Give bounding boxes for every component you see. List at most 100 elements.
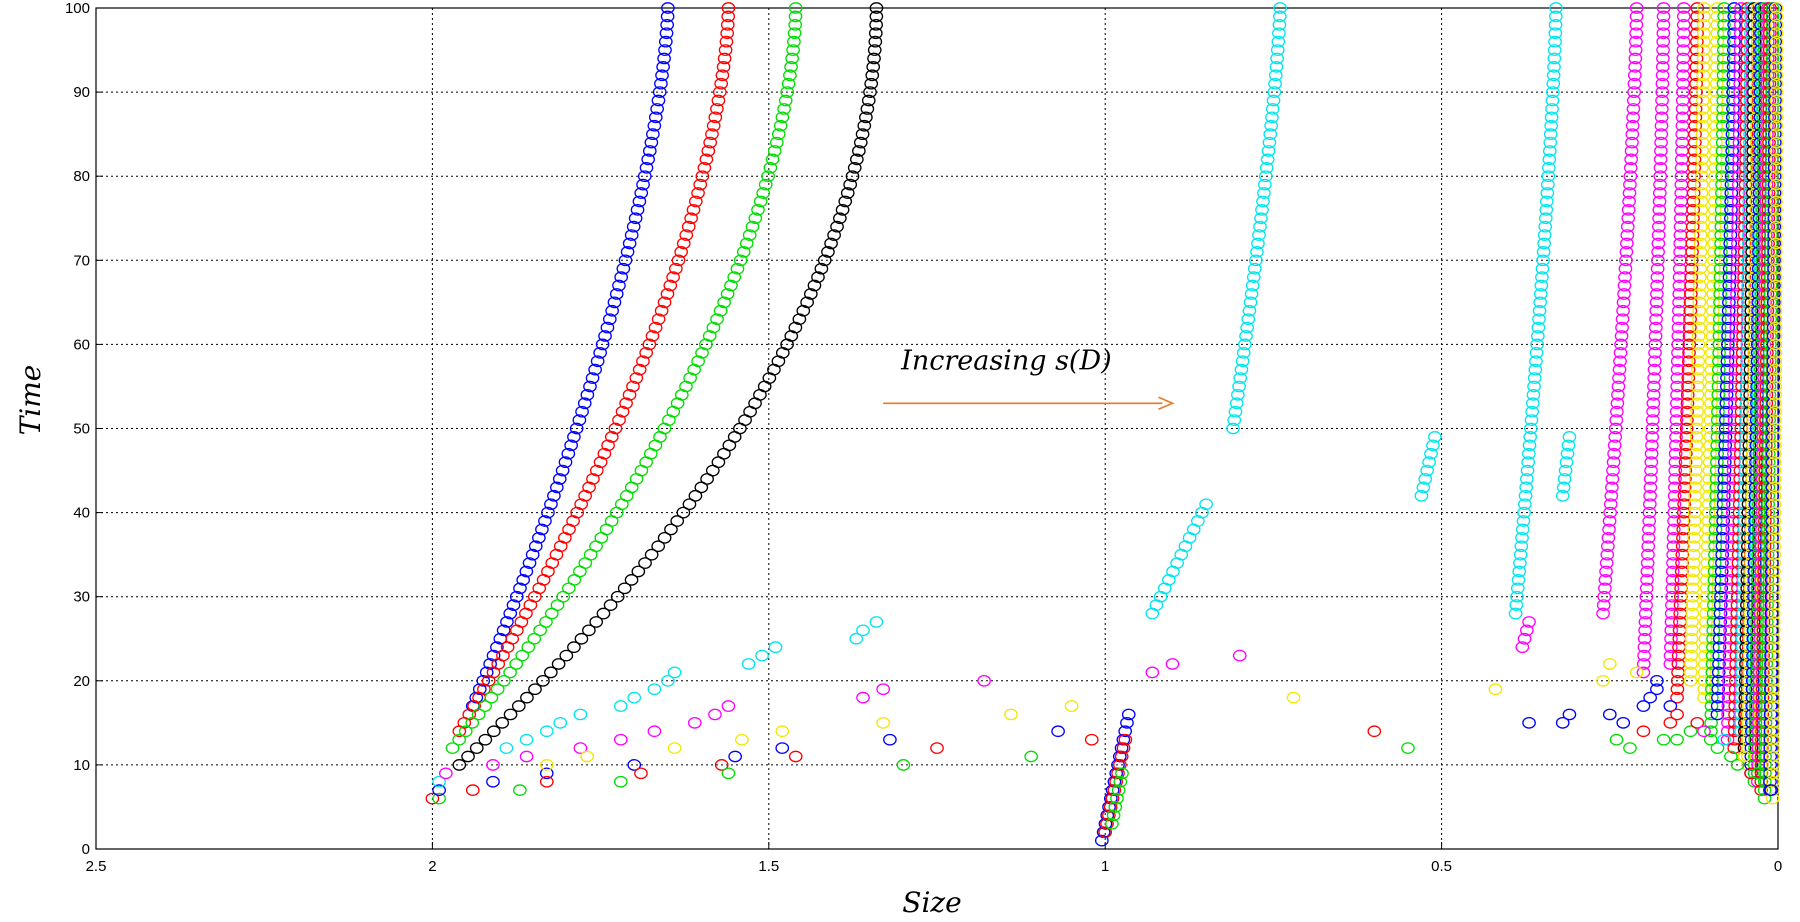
data-point: [1641, 540, 1656, 553]
data-point: [1731, 237, 1745, 250]
data-point: [1737, 725, 1752, 738]
data-point: [833, 212, 847, 225]
data-point: [1689, 69, 1704, 82]
data-point: [1693, 271, 1707, 283]
data-point: [1740, 321, 1755, 334]
data-point: [1116, 742, 1131, 754]
data-point: [1676, 506, 1691, 519]
data-point: [1750, 607, 1765, 620]
data-point: [593, 346, 607, 359]
data-point: [1733, 69, 1748, 82]
data-point: [629, 372, 644, 384]
data-point: [615, 405, 630, 418]
data-point: [1598, 574, 1613, 586]
data-point: [1751, 531, 1766, 544]
data-point: [1703, 414, 1718, 426]
data-point: [1618, 262, 1633, 275]
data-point: [1598, 582, 1612, 595]
data-point: [1705, 666, 1720, 679]
data-point: [1741, 750, 1755, 763]
data-point: [1670, 691, 1684, 704]
data-point: [1768, 288, 1783, 300]
data-point: [1709, 94, 1724, 107]
data-point: [1736, 616, 1750, 628]
data-point: [1629, 10, 1644, 23]
data-point: [543, 666, 558, 679]
data-point: [1650, 683, 1664, 696]
data-point: [1709, 119, 1723, 132]
data-point: [1674, 574, 1689, 586]
data-point: [538, 515, 552, 527]
data-point: [630, 203, 645, 216]
data-point: [461, 750, 475, 763]
data-point: [1641, 531, 1656, 544]
data-point: [1701, 523, 1715, 536]
data-point: [1764, 784, 1779, 796]
data-point: [654, 77, 668, 90]
data-point: [1753, 119, 1768, 132]
data-point: [767, 145, 782, 157]
data-point: [1731, 195, 1746, 208]
data-point: [1694, 195, 1709, 208]
data-point: [1716, 94, 1731, 107]
data-point: [1672, 279, 1687, 292]
data-point: [1701, 506, 1716, 519]
data-point: [771, 128, 786, 140]
data-point: [1766, 733, 1780, 746]
data-point: [1712, 641, 1727, 654]
data-point: [1739, 649, 1753, 662]
data-point: [636, 355, 650, 368]
data-point: [1729, 321, 1744, 334]
data-point: [1767, 590, 1781, 603]
data-point: [1766, 683, 1781, 696]
data-point: [1707, 557, 1722, 569]
data-point: [648, 321, 663, 334]
data-point: [1710, 456, 1724, 468]
data-point: [620, 246, 635, 258]
data-point: [1742, 220, 1756, 233]
data-point: [1688, 128, 1702, 140]
data-point: [1687, 515, 1702, 527]
data-point: [1753, 153, 1767, 166]
data-point: [1697, 10, 1711, 23]
data-point: [1671, 313, 1686, 326]
data-point: [1651, 229, 1666, 241]
data-point: [1655, 103, 1669, 115]
data-point: [1768, 313, 1783, 326]
data-point: [496, 624, 511, 637]
data-point: [1642, 506, 1657, 519]
data-point: [1769, 27, 1784, 40]
data-point: [1727, 439, 1741, 452]
data-point: [1654, 145, 1668, 157]
data-point: [1723, 212, 1738, 225]
data-point: [1743, 363, 1758, 376]
data-point: [1741, 708, 1756, 721]
data-point: [1726, 61, 1741, 73]
data-point: [1626, 111, 1640, 124]
data-point: [1717, 2, 1732, 14]
data-point: [1752, 658, 1767, 670]
data-point: [1711, 691, 1725, 704]
data-point: [705, 128, 719, 140]
data-point: [1768, 304, 1783, 317]
data-point: [1719, 414, 1733, 426]
data-point: [1523, 431, 1538, 443]
data-point: [1753, 69, 1768, 82]
data-point: [1769, 195, 1783, 208]
data-point: [1769, 111, 1784, 124]
data-point: [864, 77, 879, 90]
data-point: [553, 716, 568, 729]
data-point: [1739, 380, 1754, 393]
data-point: [1653, 161, 1668, 174]
data-point: [1723, 220, 1738, 233]
data-point: [638, 557, 652, 569]
data-point: [1671, 346, 1685, 359]
data-point: [1682, 346, 1696, 359]
data-point: [1596, 599, 1611, 611]
data-point: [1735, 658, 1750, 670]
data-point: [575, 405, 589, 418]
data-point: [796, 304, 811, 317]
data-point: [486, 725, 501, 738]
data-point: [1747, 599, 1761, 611]
data-point: [1629, 35, 1643, 48]
